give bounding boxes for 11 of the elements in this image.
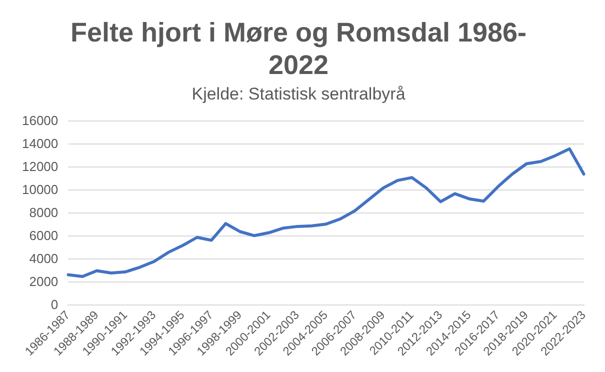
y-tick-label: 8000 bbox=[29, 204, 58, 220]
y-tick-label: 14000 bbox=[22, 136, 58, 151]
y-tick-label: 2000 bbox=[29, 274, 58, 289]
y-tick-label: 0 bbox=[50, 296, 58, 312]
chart-subtitle: Kjelde: Statistisk sentralbyrå bbox=[192, 84, 406, 104]
y-tick-label: 16000 bbox=[22, 112, 58, 128]
y-tick-label: 10000 bbox=[22, 182, 58, 197]
chart-title: Felte hjort i Møre og Romsdal 1986-2022 bbox=[70, 18, 527, 80]
y-tick-label: 4000 bbox=[29, 250, 58, 266]
y-tick-label: 12000 bbox=[22, 158, 58, 174]
y-tick-label: 6000 bbox=[29, 228, 58, 243]
